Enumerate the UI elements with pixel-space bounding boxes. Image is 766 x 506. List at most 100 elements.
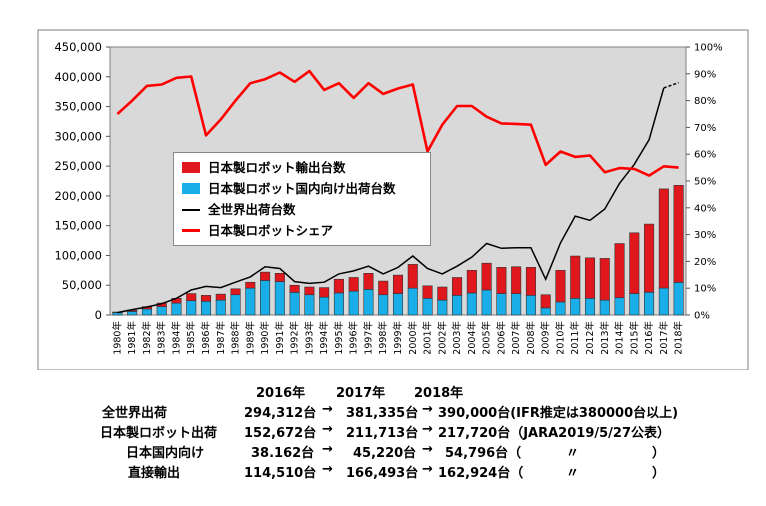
- bar-export: [348, 277, 359, 292]
- row-world-2018: 390,000台(IFR推定は380000台以上): [438, 406, 679, 421]
- bar-domestic: [555, 301, 566, 316]
- legend-item-world: 全世界出荷台数: [182, 199, 422, 220]
- x-tick-label: 2001年: [422, 321, 434, 355]
- bar-domestic: [156, 306, 167, 316]
- bar-domestic: [452, 295, 463, 316]
- bar-export: [540, 294, 551, 309]
- bar-export: [525, 267, 536, 296]
- y-right-tick-label: 70%: [694, 123, 716, 134]
- y-left-tick-label: 450,000: [54, 40, 102, 54]
- bar-export: [392, 274, 404, 294]
- row-world-arrow1: →: [322, 402, 333, 417]
- x-tick-label: 1991年: [274, 321, 286, 355]
- x-tick-label: 1999年: [392, 321, 404, 355]
- bar-export: [629, 232, 640, 294]
- x-tick-label: 2005年: [481, 321, 493, 355]
- bar-domestic: [407, 287, 418, 316]
- year-header-2016: 2016年: [256, 386, 306, 401]
- row-export-close: ）: [652, 466, 666, 481]
- bar-domestic: [570, 298, 581, 316]
- x-tick-label: 1995年: [333, 321, 345, 355]
- x-tick-label: 1996年: [348, 321, 360, 355]
- bar-domestic: [112, 312, 123, 316]
- row-label-domestic: 日本国内向け: [126, 446, 205, 461]
- bar-domestic: [437, 299, 448, 316]
- bar-export: [481, 262, 492, 291]
- chart-legend: 日本製ロボット輸出台数 日本製ロボット国内向け出荷台数 全世界出荷台数 日本製ロ…: [173, 152, 431, 246]
- x-tick-label: 2003年: [451, 321, 463, 355]
- bar-domestic: [673, 282, 684, 316]
- bar-export: [407, 264, 418, 289]
- bar-export: [422, 285, 433, 299]
- bar-domestic: [481, 289, 492, 316]
- row-export-2017: 166,493台: [346, 466, 419, 481]
- bar-export: [289, 284, 300, 293]
- x-tick-label: 2015年: [628, 321, 640, 355]
- y-left-tick-label: 300,000: [54, 129, 102, 143]
- bar-domestic: [422, 298, 433, 316]
- bar-domestic: [171, 302, 182, 316]
- x-tick-label: 1989年: [244, 321, 256, 355]
- y-right-tick-label: 20%: [694, 257, 716, 268]
- bar-export: [496, 267, 507, 294]
- bar-domestic: [511, 293, 522, 316]
- bar-domestic: [540, 307, 551, 316]
- robot-shipments-chart: 0 50,000 100,000 150,000 200,000 250,000 300,0…: [37, 29, 749, 371]
- bar-domestic: [392, 293, 404, 316]
- x-tick-label: 1993年: [303, 321, 315, 355]
- bar-domestic: [658, 287, 669, 316]
- row-domestic-ditto: 〃: [566, 446, 580, 461]
- bar-export: [658, 188, 669, 289]
- y-left-tick-label: 0: [95, 308, 102, 322]
- bar-export: [437, 286, 448, 301]
- year-header-2017: 2017年: [336, 386, 386, 401]
- x-tick-label: 2009年: [540, 321, 552, 355]
- y-right-tick-label: 0%: [694, 311, 710, 322]
- x-tick-label: 2011年: [569, 321, 581, 355]
- y-right-tick-label: 100%: [694, 43, 723, 54]
- x-tick-label: 2017年: [658, 321, 670, 355]
- y-left-tick-label: 150,000: [54, 219, 102, 233]
- bar-domestic: [333, 292, 344, 316]
- x-tick-label: 2008年: [525, 321, 537, 355]
- x-tick-label: 1981年: [126, 321, 138, 355]
- bar-domestic: [289, 292, 300, 316]
- bar-domestic: [186, 300, 197, 316]
- x-tick-label: 1992年: [289, 321, 301, 355]
- y-right-tick-label: 50%: [694, 177, 716, 188]
- bar-domestic: [496, 293, 507, 316]
- row-export-ditto: 〃: [566, 466, 580, 481]
- x-tick-label: 2016年: [643, 321, 655, 355]
- y-right-tick-label: 60%: [694, 150, 716, 161]
- bar-domestic: [319, 296, 330, 316]
- bar-export: [230, 288, 241, 296]
- bar-domestic: [644, 291, 655, 316]
- x-tick-label: 1986年: [200, 321, 212, 355]
- bar-export: [186, 293, 197, 302]
- row-japan-2016: 152,672台: [244, 426, 317, 441]
- x-tick-label: 1980年: [111, 321, 123, 355]
- row-label-export: 直接輸出: [128, 466, 181, 481]
- bar-domestic: [230, 294, 241, 316]
- row-domestic-arrow1: →: [322, 442, 333, 457]
- y-right-tick-label: 10%: [694, 284, 716, 295]
- bar-domestic: [614, 297, 625, 316]
- world-shipments-projection: [663, 81, 679, 89]
- bar-export: [378, 280, 389, 296]
- bar-export: [274, 273, 285, 282]
- x-tick-label: 1984年: [170, 321, 182, 355]
- bar-domestic: [215, 299, 226, 316]
- bar-domestic: [348, 290, 359, 316]
- legend-item-share: 日本製ロボットシェア: [182, 220, 422, 241]
- row-world-2017: 381,335台: [346, 406, 419, 421]
- legend-swatch-domestic: [182, 183, 200, 194]
- x-tick-label: 2013年: [599, 321, 611, 355]
- row-domestic-2016: 38.162台: [251, 446, 315, 461]
- legend-swatch-share: [182, 229, 200, 232]
- world-shipments-line: [117, 87, 665, 314]
- x-tick-label: 1998年: [377, 321, 389, 355]
- legend-label-export: 日本製ロボット輸出台数: [208, 160, 346, 175]
- bar-domestic: [525, 295, 536, 316]
- legend-label-share: 日本製ロボットシェア: [208, 223, 334, 238]
- x-tick-label: 1990年: [259, 321, 271, 355]
